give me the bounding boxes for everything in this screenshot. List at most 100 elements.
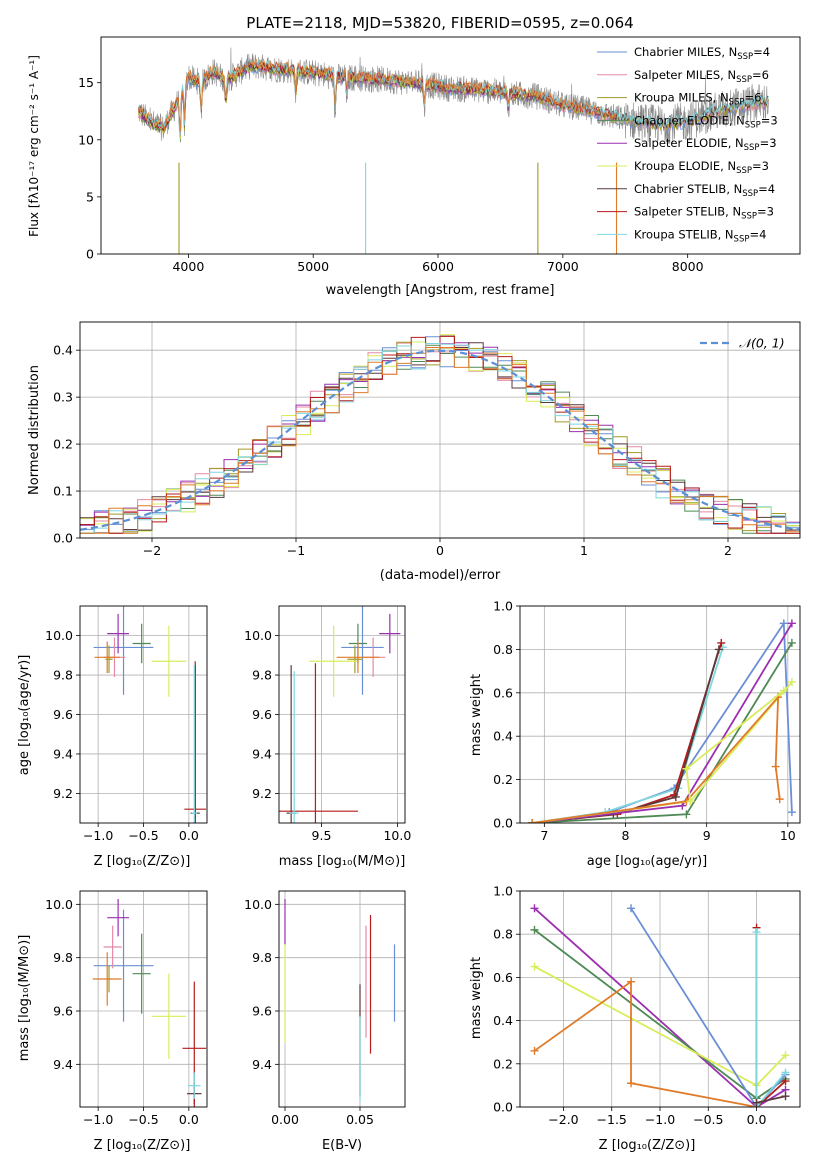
z-age-plot-area: −1.0 −0.5 0.0 9.2 9.4 9.6 9.8 10.0 bbox=[45, 605, 208, 843]
mass-weight-marker bbox=[530, 1046, 539, 1055]
z_mass-grid bbox=[80, 891, 207, 1107]
mass-weight-marker bbox=[530, 925, 539, 934]
mass_age-y-tick-label: 9.6 bbox=[252, 707, 272, 722]
age_weight-marks bbox=[528, 619, 796, 823]
z_weight-x-tick-label: −0.5 bbox=[693, 1112, 723, 1127]
mass_age-y-tick-label: 10.0 bbox=[244, 628, 272, 643]
mass-weight-marker bbox=[781, 1051, 790, 1060]
residuals-y-tick-label: 0.4 bbox=[53, 343, 73, 358]
z_mass-x-tick-label: −0.5 bbox=[128, 1112, 158, 1127]
spectrum-legend-label: Kroupa STELIB, NSSP=4 bbox=[634, 227, 766, 244]
age_weight-y-tick-label: 0.4 bbox=[493, 729, 513, 744]
mass-weight-marker bbox=[717, 638, 726, 647]
legend-subscript: SSP bbox=[737, 52, 753, 62]
age-weight-y-label: mass weight bbox=[469, 674, 484, 756]
spectrum-x-tick-label: 4000 bbox=[172, 259, 204, 274]
spectrum-plot-area: 4000 5000 6000 7000 8000 0 5 10 15 Chabrier MILES… bbox=[78, 36, 801, 274]
z_weight-y-tick-label: 0.0 bbox=[493, 1100, 513, 1115]
z_mass-x-tick-label: 0.0 bbox=[179, 1112, 199, 1127]
legend-count: =3 bbox=[761, 113, 778, 127]
z_age-y-tick-label: 10.0 bbox=[45, 628, 73, 643]
mass-weight-marker bbox=[781, 1092, 790, 1101]
z-weight-plot-area: −2.0 −1.5 −1.0 −0.5 0.0 0.0 0.2 0.4 0.6 0.8 1.0 bbox=[493, 884, 801, 1127]
z_age-marks bbox=[93, 606, 207, 823]
z_weight-frame bbox=[519, 890, 801, 1108]
age_weight-x-tick-label: 10 bbox=[780, 828, 796, 843]
z_mass-y-tick-label: 9.6 bbox=[53, 1004, 73, 1019]
figure-title: PLATE=2118, MJD=53820, FIBERID=0595, z=0… bbox=[246, 14, 633, 32]
z_weight-x-tick-label: 0.0 bbox=[747, 1112, 767, 1127]
z_mass-marks bbox=[92, 899, 207, 1107]
legend-subscript: SSP bbox=[736, 75, 752, 85]
z_weight-y-tick-label: 1.0 bbox=[493, 884, 513, 899]
residuals-y-tick-label: 0.0 bbox=[53, 531, 73, 546]
mass_age-grid bbox=[279, 606, 405, 823]
mass-weight-marker bbox=[787, 619, 796, 628]
residuals-x-tick-label: 0 bbox=[436, 543, 444, 558]
z_weight-grid bbox=[520, 890, 800, 1108]
mass-age-panel: 9.5 10.0 9.2 9.4 9.6 9.8 10.0 mass [log₁₀(M/M⊙… bbox=[244, 605, 411, 869]
mass-weight-marker bbox=[714, 645, 723, 654]
ebv_mass-grid bbox=[279, 891, 405, 1107]
z_age-grid bbox=[80, 606, 207, 823]
legend-subscript: SSP bbox=[745, 120, 761, 130]
z_mass-x-tick-label: −1.0 bbox=[83, 1112, 113, 1127]
ebv_mass-x-tick-label: 0.00 bbox=[271, 1112, 299, 1127]
z_weight-x-tick-label: −2.0 bbox=[548, 1112, 578, 1127]
spectrum-legend-label: Salpeter MILES, NSSP=6 bbox=[634, 68, 769, 85]
age-weight-panel: 7 8 9 10 0.0 0.2 0.4 0.6 0.8 1.0 age [log₁₀(age/y… bbox=[469, 599, 801, 869]
z-mass-plot-area: −1.0 −0.5 0.0 9.4 9.6 9.8 10.0 bbox=[45, 890, 208, 1127]
legend-count: =3 bbox=[752, 159, 769, 173]
spectrum-x-tick-label: 7000 bbox=[547, 259, 579, 274]
spectrum-x-tick-label: 5000 bbox=[297, 259, 329, 274]
legend-subscript: SSP bbox=[729, 98, 745, 108]
legend-count: =3 bbox=[757, 205, 774, 219]
age_weight-y-tick-label: 1.0 bbox=[493, 599, 513, 614]
mass-age-plot-area: 9.5 10.0 9.2 9.4 9.6 9.8 10.0 bbox=[244, 605, 411, 843]
mass_age-x-tick-label: 10.0 bbox=[383, 828, 411, 843]
ebv-mass-panel: 0.00 0.05 9.4 9.6 9.8 10.0 E(B-V) bbox=[244, 890, 406, 1153]
residual-histogram-step bbox=[80, 347, 800, 534]
ebv-mass-x-label: E(B-V) bbox=[322, 1138, 362, 1153]
z-weight-panel: −2.0 −1.5 −1.0 −0.5 0.0 0.0 0.2 0.4 0.6 0.8 1.0 Z … bbox=[469, 884, 801, 1153]
residuals-x-tick-label: 2 bbox=[724, 543, 732, 558]
z_weight-y-tick-label: 0.2 bbox=[493, 1056, 513, 1071]
mass-weight-marker bbox=[787, 808, 796, 817]
z_age-y-tick-label: 9.6 bbox=[53, 707, 73, 722]
residuals-y-tick-label: 0.1 bbox=[53, 484, 73, 499]
spectrum-y-tick-label: 15 bbox=[78, 75, 94, 90]
legend-count: =3 bbox=[760, 136, 777, 150]
age-weight-x-label: age [log₁₀(age/yr)] bbox=[587, 854, 708, 869]
mass-weight-marker bbox=[686, 797, 695, 806]
residuals-x-tick-label: −1 bbox=[287, 543, 305, 558]
mass-weight-marker bbox=[775, 795, 784, 804]
residual-histogram-step bbox=[80, 335, 800, 534]
spectrum-frame bbox=[100, 36, 801, 255]
z_age-x-tick-label: 0.0 bbox=[179, 828, 199, 843]
residuals-plot-area: −2 −1 0 1 2 0.0 0.1 0.2 0.3 0.4 𝒩(0, 1) bbox=[53, 321, 801, 558]
legend-count: =4 bbox=[749, 227, 766, 241]
spectrum-y-label: Flux [fλ10⁻¹⁷ erg cm⁻² s⁻¹ A⁻¹] bbox=[27, 55, 41, 237]
age_weight-x-tick-label: 7 bbox=[540, 828, 548, 843]
mass-weight-marker bbox=[779, 686, 788, 695]
age_weight-y-tick-label: 0.2 bbox=[493, 772, 513, 787]
mass_age-marks bbox=[279, 606, 401, 823]
mass-weight-line bbox=[756, 1095, 786, 1104]
ebv_mass-y-tick-label: 9.8 bbox=[252, 950, 272, 965]
mass-weight-marker bbox=[752, 928, 761, 937]
ebv_mass-y-tick-label: 10.0 bbox=[244, 897, 272, 912]
legend-subscript: SSP bbox=[744, 143, 760, 153]
spectrum-y-tick-label: 10 bbox=[78, 132, 94, 147]
gaussian-reference-line bbox=[80, 349, 800, 531]
ebv_mass-marks bbox=[284, 899, 396, 1102]
residuals-y-tick-label: 0.3 bbox=[53, 390, 73, 405]
spectrum-y-tick-label: 5 bbox=[86, 189, 94, 204]
residuals-x-label: (data-model)/error bbox=[380, 568, 501, 583]
z-mass-y-label: mass [log₁₀(M/M⊙)] bbox=[17, 935, 32, 1062]
mass-weight-line bbox=[532, 642, 723, 823]
z_weight-marks bbox=[530, 904, 790, 1107]
legend-count: =4 bbox=[753, 45, 770, 59]
age_weight-frame bbox=[519, 605, 801, 824]
residuals-panel: −2 −1 0 1 2 0.0 0.1 0.2 0.3 0.4 𝒩(0, 1) (data-mode… bbox=[27, 321, 801, 583]
